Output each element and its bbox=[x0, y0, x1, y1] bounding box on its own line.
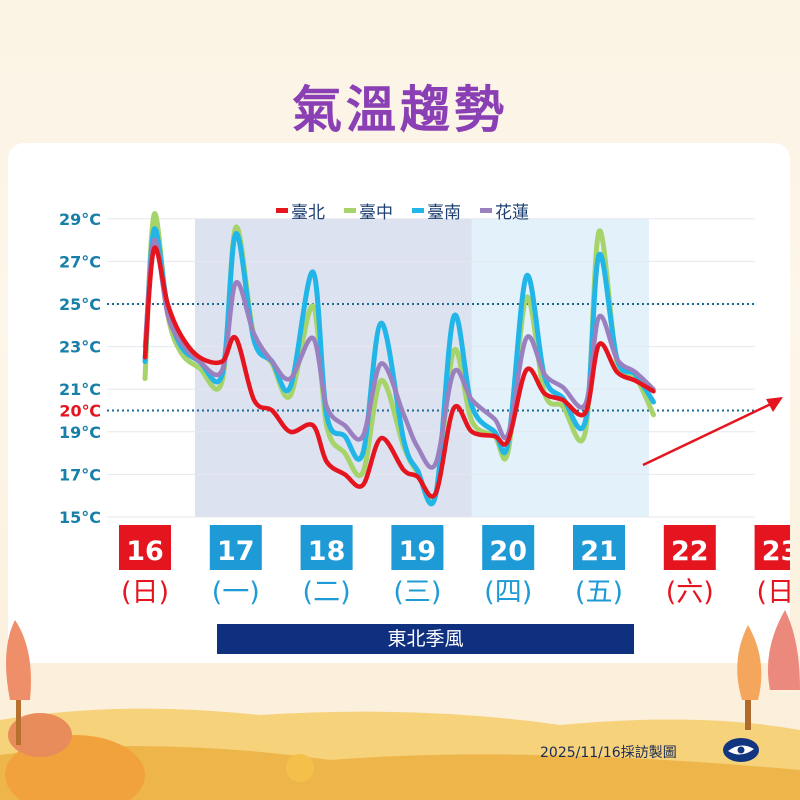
date-label: 20 bbox=[489, 536, 527, 567]
weekday-label: (二) bbox=[303, 577, 351, 608]
weekday-label: (三) bbox=[393, 577, 441, 608]
series-line-hualien bbox=[142, 237, 656, 470]
weekday-label: (日) bbox=[121, 577, 169, 608]
y-tick-label: 20℃ bbox=[59, 402, 101, 421]
footer-credit: 2025/11/16採訪製圖 bbox=[540, 745, 677, 761]
legend-swatch-taichung bbox=[344, 208, 356, 213]
weekday-label: (一) bbox=[212, 577, 260, 608]
y-tick-label: 27°C bbox=[59, 252, 101, 271]
page-title: 氣溫趨勢 bbox=[292, 81, 508, 139]
date-label: 22 bbox=[671, 536, 709, 567]
legend-swatch-tainan bbox=[412, 208, 424, 213]
date-label: 19 bbox=[399, 536, 437, 567]
date-box bbox=[663, 525, 716, 570]
chart-card: 29°C 27°C 25°C 23°C 21°C 20℃ 19°C 17°C 15°C 臺北 臺中 臺… bbox=[8, 143, 790, 663]
legend-label-tainan: 臺南 bbox=[427, 203, 461, 223]
y-tick-label: 25°C bbox=[59, 295, 101, 314]
weekday-label: (日) bbox=[757, 577, 790, 608]
weekday-label: (六) bbox=[666, 577, 714, 608]
date-box bbox=[573, 525, 625, 570]
y-tick-label: 17°C bbox=[59, 465, 101, 484]
y-tick-label: 19°C bbox=[59, 423, 101, 442]
y-tick-label: 21°C bbox=[59, 380, 101, 399]
agency-logo-icon bbox=[723, 738, 759, 762]
date-label: 16 bbox=[126, 536, 164, 567]
date-label: 23 bbox=[762, 536, 790, 567]
autumn-scenery bbox=[0, 610, 800, 800]
series-line-taichung bbox=[142, 211, 656, 503]
date-box bbox=[391, 525, 444, 570]
date-box bbox=[119, 525, 171, 570]
date-box bbox=[754, 525, 790, 570]
date-box bbox=[209, 525, 262, 570]
y-tick-label: 29°C bbox=[59, 210, 101, 229]
series-line-taipei bbox=[142, 245, 656, 499]
legend-label-taichung: 臺中 bbox=[359, 203, 393, 223]
weekday-label: (五) bbox=[575, 577, 623, 608]
y-tick-label: 23°C bbox=[59, 338, 101, 357]
date-label: 18 bbox=[308, 536, 346, 567]
date-label: 21 bbox=[580, 536, 618, 567]
season-band: 東北季風 bbox=[217, 624, 634, 654]
legend-label-hualien: 花蓮 bbox=[495, 203, 529, 223]
date-box bbox=[300, 525, 353, 570]
legend-label-taipei: 臺北 bbox=[291, 203, 325, 223]
legend-swatch-taipei bbox=[276, 208, 288, 213]
y-tick-label: 15°C bbox=[59, 508, 101, 527]
shade-region bbox=[194, 218, 472, 518]
weekday-label: (四) bbox=[484, 577, 532, 608]
date-label: 17 bbox=[217, 536, 255, 567]
trend-arrow-head bbox=[766, 397, 783, 412]
trend-arrow bbox=[642, 400, 776, 467]
legend-swatch-hualien bbox=[480, 208, 492, 213]
date-box bbox=[482, 525, 535, 570]
temperature-chart: 29°C 27°C 25°C 23°C 21°C 20℃ 19°C 17°C 15°C 臺北 臺中 臺… bbox=[59, 203, 790, 608]
